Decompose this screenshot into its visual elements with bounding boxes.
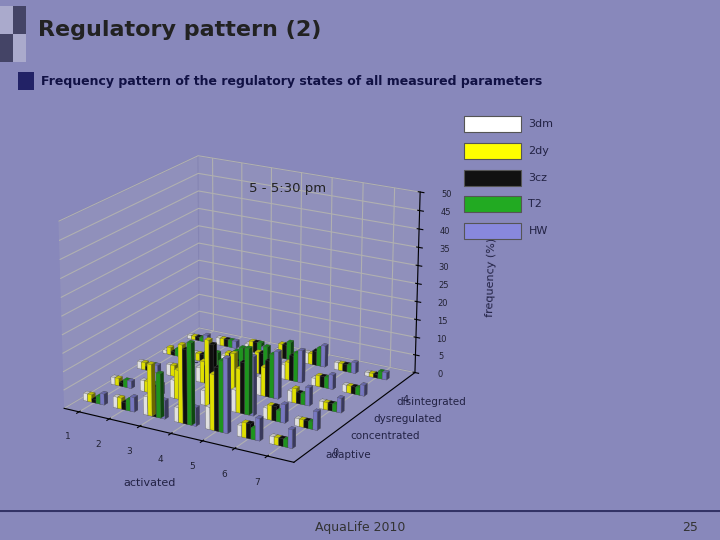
FancyBboxPatch shape	[464, 143, 521, 159]
Text: Frequency pattern of the regulatory states of all measured parameters: Frequency pattern of the regulatory stat…	[41, 75, 542, 87]
Text: 2dy: 2dy	[528, 146, 549, 156]
Text: HW: HW	[528, 226, 548, 236]
Bar	[0, 6, 13, 34]
Text: 5 - 5:30 pm: 5 - 5:30 pm	[249, 182, 327, 195]
Bar	[0, 34, 13, 62]
Text: 3cz: 3cz	[528, 173, 547, 183]
FancyBboxPatch shape	[464, 116, 521, 132]
FancyBboxPatch shape	[464, 170, 521, 186]
FancyBboxPatch shape	[464, 196, 521, 212]
Bar	[18, 72, 34, 91]
Text: T2: T2	[528, 199, 542, 210]
Text: AquaLife 2010: AquaLife 2010	[315, 521, 405, 534]
Bar	[13, 34, 26, 62]
Bar	[13, 6, 26, 34]
FancyBboxPatch shape	[464, 223, 521, 239]
Text: 3dm: 3dm	[528, 119, 554, 129]
Text: Regulatory pattern (2): Regulatory pattern (2)	[38, 20, 322, 40]
Text: 25: 25	[683, 521, 698, 534]
